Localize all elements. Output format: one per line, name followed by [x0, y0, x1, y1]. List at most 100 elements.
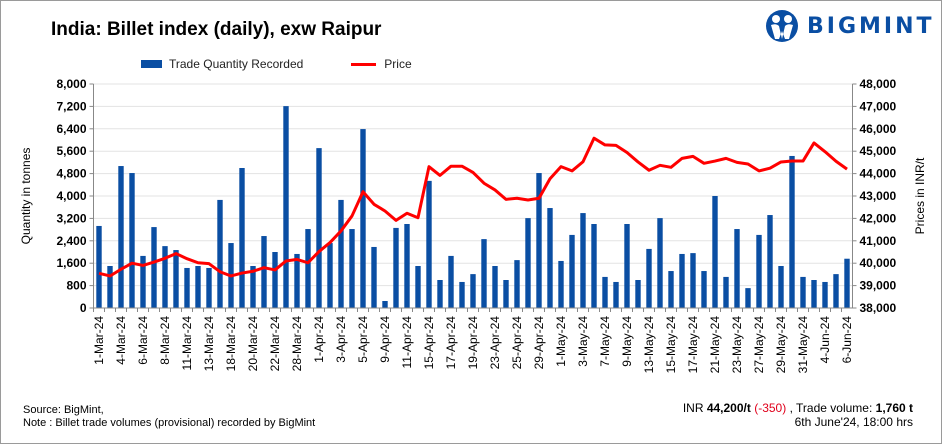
x-tick-label: 3-May-24	[576, 316, 590, 367]
bar	[151, 227, 157, 308]
bar	[547, 208, 553, 308]
bar	[580, 213, 586, 308]
x-tick-label: 29-Apr-24	[532, 316, 546, 370]
bar	[371, 246, 377, 308]
bar	[96, 225, 102, 308]
x-tick-label: 11-Apr-24	[400, 316, 414, 369]
y-tick-label-left: 2,400	[56, 234, 86, 248]
bar	[107, 266, 113, 308]
bar	[525, 218, 531, 308]
source-text: Source: BigMint,	[23, 404, 104, 416]
y-axis-left-title: Quantity in tonnes	[19, 148, 33, 245]
x-tick-label: 1-May-24	[554, 316, 568, 367]
x-tick-label: 4-Mar-24	[114, 316, 128, 365]
y-tick-label-left: 4,000	[56, 189, 86, 203]
x-tick-label: 6-Jun-24	[840, 316, 854, 364]
bigmint-logo: BIGMINT	[765, 9, 935, 43]
x-tick-label: 17-May-24	[686, 316, 700, 374]
volume-label: , Trade volume:	[789, 401, 873, 415]
y-tick-label-left: 5,600	[56, 144, 86, 158]
price-change: (-350)	[754, 401, 787, 415]
footer-notes: Source: BigMint, Note : Billet trade vol…	[23, 404, 315, 430]
x-tick-label: 18-Mar-24	[224, 316, 238, 372]
bar	[129, 173, 135, 308]
bar	[250, 266, 256, 308]
legend-bar-swatch	[141, 60, 162, 68]
bar	[162, 246, 168, 308]
bar	[316, 148, 322, 308]
bar	[558, 260, 564, 308]
y-tick-label-right: 43,000	[860, 189, 897, 203]
x-tick-label: 23-Apr-24	[488, 316, 502, 370]
x-tick-label: 7-May-24	[598, 316, 612, 367]
bar	[448, 255, 454, 308]
bar	[261, 236, 267, 308]
y-tick-label-left: 4,800	[56, 167, 86, 181]
x-tick-label: 22-Mar-24	[268, 316, 282, 372]
x-tick-label: 11-Mar-24	[180, 316, 194, 371]
bar	[294, 253, 300, 308]
bar	[756, 234, 762, 308]
bar	[602, 276, 608, 308]
bar	[283, 106, 289, 309]
x-tick-label: 9-May-24	[620, 316, 634, 367]
y-axis-right-title: Prices in INR/t	[913, 157, 927, 234]
x-tick-label: 17-Apr-24	[444, 316, 458, 370]
bar	[140, 255, 146, 308]
bar	[459, 281, 465, 308]
bar	[844, 258, 850, 308]
x-tick-label: 31-May-24	[796, 316, 810, 374]
x-tick-label: 29-May-24	[774, 316, 788, 374]
bar	[712, 196, 718, 308]
x-tick-label: 6-Mar-24	[136, 316, 150, 365]
y-tick-label-right: 48,000	[860, 77, 897, 91]
bar	[569, 234, 575, 308]
bar	[635, 280, 641, 308]
x-tick-label: 25-Apr-24	[510, 316, 524, 370]
price-summary: INR 44,200/t (-350) , Trade volume: 1,76…	[683, 401, 913, 429]
bar	[481, 239, 487, 308]
bar	[415, 266, 421, 308]
bar	[811, 280, 817, 308]
x-tick-label: 4-Jun-24	[818, 316, 832, 364]
x-tick-label: 15-Apr-24	[422, 316, 436, 370]
y-tick-label-right: 38,000	[860, 301, 897, 315]
x-tick-label: 13-Mar-24	[202, 316, 216, 372]
bar	[789, 155, 795, 308]
note-text: Note : Billet trade volumes (provisional…	[23, 417, 316, 429]
legend-line-swatch	[351, 62, 377, 66]
x-tick-label: 1-Apr-24	[312, 316, 326, 363]
y-tick-label-right: 47,000	[860, 99, 897, 113]
latest-price: 44,200/t	[706, 401, 751, 415]
bar	[778, 266, 784, 308]
bar	[514, 260, 520, 308]
x-tick-label: 15-May-24	[664, 316, 678, 374]
bar	[118, 166, 124, 308]
chart-plot: 0 38,000 800 39,000 1,600 40,000 2,400 41,000 3,…	[19, 77, 927, 374]
x-tick-label: 9-Apr-24	[378, 316, 392, 363]
x-tick-label: 19-Apr-24	[466, 316, 480, 370]
bar	[382, 301, 388, 308]
x-tick-label: 3-Apr-24	[334, 316, 348, 363]
bar	[393, 227, 399, 308]
bar	[360, 129, 366, 308]
bar	[745, 288, 751, 308]
bar	[668, 271, 674, 308]
bar	[195, 266, 201, 308]
x-tick-label: 5-Apr-24	[356, 316, 370, 363]
x-tick-label: 27-May-24	[752, 316, 766, 374]
bar	[701, 271, 707, 308]
bar	[426, 180, 432, 308]
currency: INR	[682, 401, 704, 415]
bar	[470, 274, 476, 308]
legend: Trade Quantity Recorded Price	[141, 57, 412, 71]
x-tick-label: 20-Mar-24	[246, 316, 260, 372]
y-tick-label-left: 3,200	[56, 211, 86, 225]
x-tick-label: 23-May-24	[730, 316, 744, 374]
y-tick-label-left: 800	[66, 279, 86, 293]
y-tick-label-left: 1,600	[56, 256, 86, 270]
x-tick-label: 1-Mar-24	[92, 316, 106, 365]
y-tick-label-left: 7,200	[56, 99, 86, 113]
bar	[404, 224, 410, 308]
